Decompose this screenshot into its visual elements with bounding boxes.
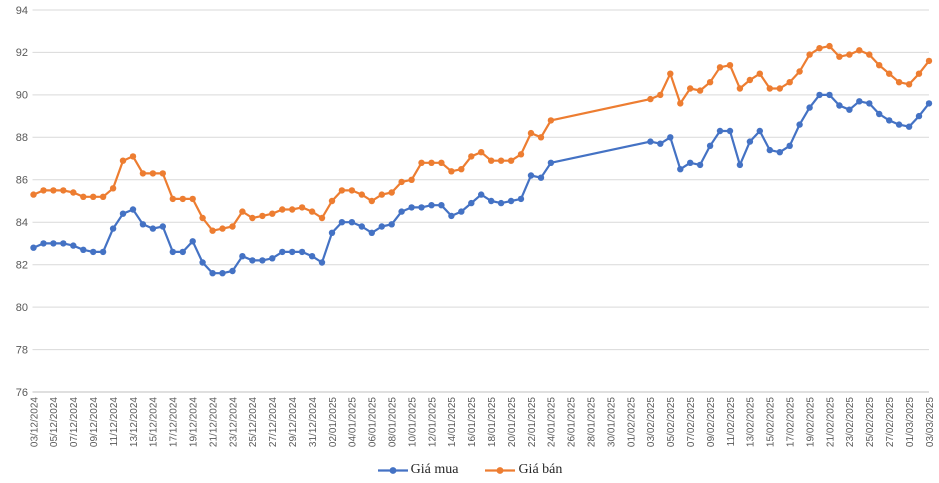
svg-text:94: 94 [16, 5, 28, 17]
svg-text:13/12/2024: 13/12/2024 [129, 397, 140, 447]
svg-text:19/02/2025: 19/02/2025 [805, 397, 816, 447]
svg-text:01/03/2025: 01/03/2025 [905, 397, 916, 447]
chart-legend: Giá mua Giá bán [0, 462, 939, 478]
svg-text:30/01/2025: 30/01/2025 [606, 397, 617, 447]
legend-item-gia-ban: Giá bán [484, 462, 562, 478]
svg-text:01/02/2025: 01/02/2025 [626, 397, 637, 447]
svg-text:15/02/2025: 15/02/2025 [766, 397, 777, 447]
svg-text:02/01/2025: 02/01/2025 [328, 397, 339, 447]
line-marker-icon [485, 466, 516, 474]
svg-text:21/12/2024: 21/12/2024 [208, 397, 219, 447]
svg-text:09/02/2025: 09/02/2025 [706, 397, 717, 447]
line-marker-icon [377, 466, 408, 474]
svg-text:12/01/2025: 12/01/2025 [427, 397, 438, 447]
svg-text:21/02/2025: 21/02/2025 [825, 397, 836, 447]
svg-text:16/01/2025: 16/01/2025 [467, 397, 478, 447]
svg-text:14/01/2025: 14/01/2025 [447, 397, 458, 447]
svg-text:22/01/2025: 22/01/2025 [527, 397, 538, 447]
svg-text:86: 86 [16, 175, 28, 187]
svg-text:06/01/2025: 06/01/2025 [368, 397, 379, 447]
svg-text:11/02/2025: 11/02/2025 [726, 397, 737, 447]
svg-text:03/02/2025: 03/02/2025 [646, 397, 657, 447]
svg-text:19/12/2024: 19/12/2024 [189, 397, 200, 447]
svg-text:84: 84 [16, 217, 28, 229]
svg-text:76: 76 [16, 387, 28, 399]
svg-text:17/02/2025: 17/02/2025 [786, 397, 797, 447]
svg-text:90: 90 [16, 90, 28, 102]
svg-text:28/01/2025: 28/01/2025 [587, 397, 598, 447]
svg-text:05/02/2025: 05/02/2025 [666, 397, 677, 447]
svg-text:04/01/2025: 04/01/2025 [348, 397, 359, 447]
svg-text:20/01/2025: 20/01/2025 [507, 397, 518, 447]
svg-text:03/12/2024: 03/12/2024 [29, 397, 40, 447]
svg-text:07/02/2025: 07/02/2025 [686, 397, 697, 447]
svg-text:27/02/2025: 27/02/2025 [885, 397, 896, 447]
svg-text:31/12/2024: 31/12/2024 [308, 397, 319, 447]
legend-label-gia-ban: Giá bán [518, 462, 563, 477]
svg-text:27/12/2024: 27/12/2024 [268, 397, 279, 447]
svg-text:07/12/2024: 07/12/2024 [69, 397, 80, 447]
svg-text:78: 78 [16, 344, 28, 356]
svg-text:92: 92 [16, 47, 28, 59]
svg-text:23/02/2025: 23/02/2025 [845, 397, 856, 447]
svg-text:26/01/2025: 26/01/2025 [567, 397, 578, 447]
svg-text:29/12/2024: 29/12/2024 [288, 397, 299, 447]
svg-text:18/01/2025: 18/01/2025 [487, 397, 498, 447]
svg-text:24/01/2025: 24/01/2025 [547, 397, 558, 447]
svg-text:15/12/2024: 15/12/2024 [149, 397, 160, 447]
svg-text:88: 88 [16, 132, 28, 144]
svg-text:23/12/2024: 23/12/2024 [228, 397, 239, 447]
svg-text:25/12/2024: 25/12/2024 [248, 397, 259, 447]
svg-text:05/12/2024: 05/12/2024 [49, 397, 60, 447]
svg-text:17/12/2024: 17/12/2024 [169, 397, 180, 447]
svg-text:10/01/2025: 10/01/2025 [407, 397, 418, 447]
legend-label-gia-mua: Giá mua [410, 462, 459, 477]
legend-item-gia-mua: Giá mua [377, 462, 459, 478]
svg-text:08/01/2025: 08/01/2025 [388, 397, 399, 447]
svg-text:25/02/2025: 25/02/2025 [865, 397, 876, 447]
svg-text:11/12/2024: 11/12/2024 [109, 397, 120, 447]
svg-text:09/12/2024: 09/12/2024 [89, 397, 100, 447]
svg-text:82: 82 [16, 260, 28, 272]
svg-text:03/03/2025: 03/03/2025 [925, 397, 936, 447]
svg-text:13/02/2025: 13/02/2025 [746, 397, 757, 447]
svg-text:80: 80 [16, 302, 28, 314]
